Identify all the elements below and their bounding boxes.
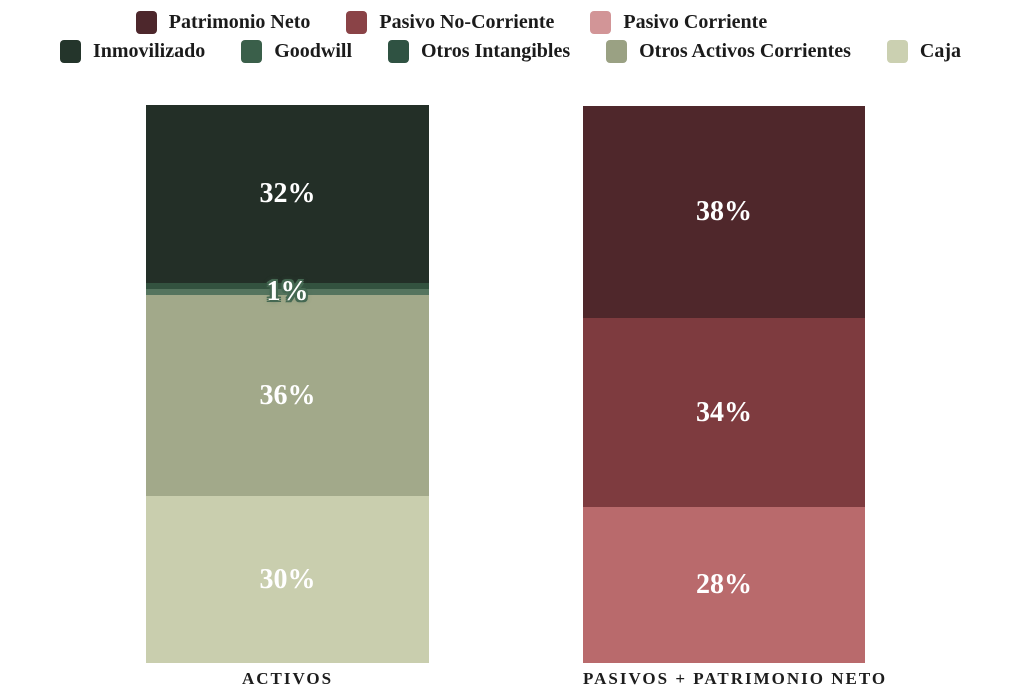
segment-label: 28% <box>696 569 752 600</box>
segment-label: 32% <box>259 178 316 209</box>
chart-legend: Patrimonio Neto Pasivo No-Corriente Pasivo… <box>0 11 1021 63</box>
legend-label: Otros Intangibles <box>421 40 571 62</box>
legend-item-otros-activos-corrientes: Otros Activos Corrientes <box>606 40 851 63</box>
bar-group-activos: 32% 1% 36% 30% ACTIVOS <box>146 105 429 689</box>
segment-goodwill <box>146 283 429 289</box>
legend-swatch-patrimonio-neto <box>135 11 157 34</box>
segment-inmovilizado: 32% <box>146 105 429 283</box>
legend-item-otros-intangibles: Otros Intangibles <box>388 40 570 63</box>
legend-label: Pasivo Corriente <box>623 11 768 33</box>
legend-row: Inmovilizado Goodwill Otros Intangibles Otr… <box>59 40 962 63</box>
legend-label: Pasivo No-Corriente <box>379 11 555 33</box>
legend-swatch-caja <box>886 40 908 63</box>
segment-label: 34% <box>696 396 752 428</box>
segment-caja: 30% <box>146 496 429 663</box>
legend-label: Goodwill <box>274 40 352 62</box>
legend-item-pasivo-corriente: Pasivo Corriente <box>590 11 767 34</box>
legend-item-pasivo-no-corriente: Pasivo No-Corriente <box>346 11 554 34</box>
segment-label: 30% <box>259 563 316 595</box>
stacked-bar: 32% 1% 36% 30% <box>146 105 429 663</box>
legend-label: Otros Activos Corrientes <box>639 40 851 62</box>
segment-pasivo-corriente: 28% <box>583 507 865 663</box>
legend-swatch-pasivo-no-corriente <box>346 11 368 34</box>
segment-patrimonio-neto: 38% <box>583 106 865 318</box>
segment-label: 38% <box>696 196 752 227</box>
legend-item-patrimonio-neto: Patrimonio Neto <box>135 11 311 34</box>
legend-row: Patrimonio Neto Pasivo No-Corriente Pasivo… <box>135 11 885 34</box>
segment-label: 36% <box>259 379 316 411</box>
legend-item-goodwill: Goodwill <box>241 40 352 63</box>
legend-item-caja: Caja <box>886 40 962 63</box>
category-label: ACTIVOS <box>241 669 334 688</box>
segment-pasivo-no-corriente: 34% <box>583 318 865 507</box>
bar-group-pasivos-patrimonio-neto: 38% 34% 28% PASIVOS + PATRIMONIO NETO <box>583 106 888 689</box>
legend-swatch-otros-intangibles <box>388 40 409 63</box>
legend-swatch-pasivo-corriente <box>590 11 612 34</box>
legend-swatch-goodwill <box>241 40 263 63</box>
legend-label: Inmovilizado <box>92 40 206 62</box>
legend-item-inmovilizado: Inmovilizado <box>59 40 206 63</box>
category-label: PASIVOS + PATRIMONIO NETO <box>583 669 888 688</box>
stacked-bar: 38% 34% 28% <box>583 106 865 663</box>
legend-swatch-inmovilizado <box>59 40 81 63</box>
legend-label: Caja <box>919 40 962 62</box>
segment-otros-activos-corrientes: 36% <box>146 295 429 496</box>
legend-label: Patrimonio Neto <box>168 11 311 33</box>
legend-swatch-otros-activos-corrientes <box>606 40 628 63</box>
